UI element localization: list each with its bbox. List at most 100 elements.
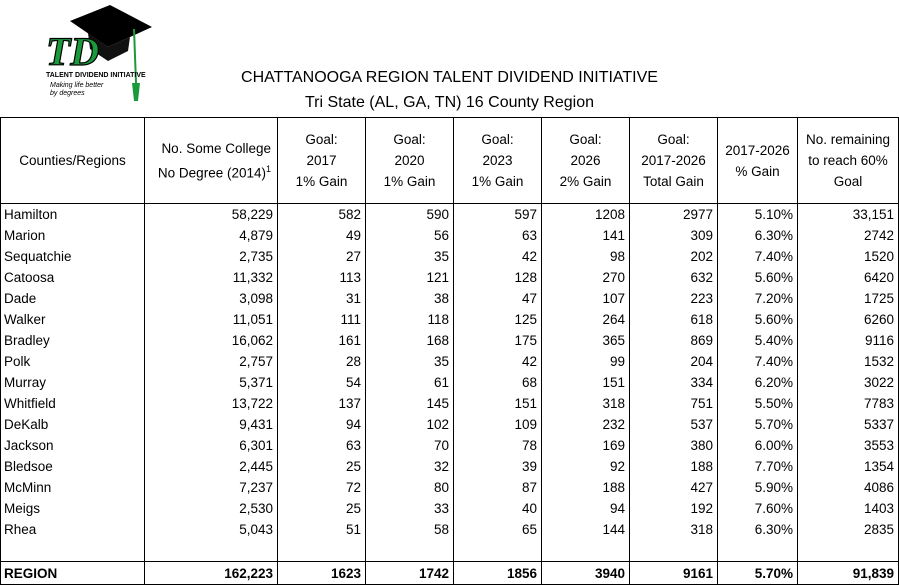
total-goal-2020: 1742 — [365, 561, 454, 585]
cell-pct-gain: 5.40% — [717, 330, 798, 351]
table-row: Dade 3,098 31 38 47 107 223 7.20% 1725 — [0, 288, 899, 309]
cell-goal-2023: 40 — [453, 498, 542, 519]
cell-county: DeKalb — [0, 414, 145, 435]
cell-some-college: 2,445 — [144, 456, 278, 477]
cell-county: Sequatchie — [0, 246, 145, 267]
cell-goal-2020: 33 — [365, 498, 454, 519]
cell-goal-2017: 27 — [277, 246, 366, 267]
total-pct-gain: 5.70% — [717, 561, 798, 585]
cell-some-college: 3,098 — [144, 288, 278, 309]
cell-goal-2017: 161 — [277, 330, 366, 351]
cell-county: Polk — [0, 351, 145, 372]
cell-goal-2017: 25 — [277, 498, 366, 519]
cell-total-gain: 632 — [629, 267, 718, 288]
cell-goal-2020: 118 — [365, 309, 454, 330]
cell-total-gain: 192 — [629, 498, 718, 519]
cell-pct-gain: 5.70% — [717, 414, 798, 435]
table-row: Rhea 5,043 51 58 65 144 318 6.30% 2835 — [0, 519, 899, 540]
cell-remaining: 9116 — [797, 330, 899, 351]
cell-goal-2026: 188 — [541, 477, 630, 498]
cell-some-college: 7,237 — [144, 477, 278, 498]
cell-total-gain: 537 — [629, 414, 718, 435]
spacer-cell — [144, 540, 278, 562]
cell-goal-2017: 72 — [277, 477, 366, 498]
cell-goal-2017: 582 — [277, 203, 366, 225]
cell-goal-2020: 168 — [365, 330, 454, 351]
cell-goal-2017: 25 — [277, 456, 366, 477]
cell-county: Bradley — [0, 330, 145, 351]
cell-pct-gain: 7.20% — [717, 288, 798, 309]
graduation-cap-icon: TD TALENT DIVIDEND INITIATIVE Making lif… — [45, 5, 152, 101]
table-row: Polk 2,757 28 35 42 99 204 7.40% 1532 — [0, 351, 899, 372]
cell-total-gain: 334 — [629, 372, 718, 393]
cell-some-college: 2,735 — [144, 246, 278, 267]
cell-remaining: 1520 — [797, 246, 899, 267]
cell-goal-2023: 42 — [453, 351, 542, 372]
cell-total-gain: 318 — [629, 519, 718, 540]
cell-some-college: 2,757 — [144, 351, 278, 372]
cell-pct-gain: 5.90% — [717, 477, 798, 498]
cell-remaining: 33,151 — [797, 203, 899, 225]
cell-county: McMinn — [0, 477, 145, 498]
cell-total-gain: 202 — [629, 246, 718, 267]
cell-pct-gain: 5.60% — [717, 267, 798, 288]
cell-goal-2023: 68 — [453, 372, 542, 393]
cell-goal-2026: 270 — [541, 267, 630, 288]
cell-remaining: 3022 — [797, 372, 899, 393]
cell-goal-2017: 111 — [277, 309, 366, 330]
cell-goal-2023: 63 — [453, 225, 542, 246]
table-row: Marion 4,879 49 56 63 141 309 6.30% 2742 — [0, 225, 899, 246]
spacer-cell — [277, 540, 366, 562]
cell-county: Whitfield — [0, 393, 145, 414]
total-row: REGION 162,223 1623 1742 1856 3940 9161 5.70% 91… — [0, 561, 899, 585]
page-title: CHATTANOOGA REGION TALENT DIVIDEND INITI… — [241, 69, 658, 86]
logo-tagline-line1: Making life better — [50, 82, 104, 89]
cell-pct-gain: 6.00% — [717, 435, 798, 456]
cell-some-college: 11,051 — [144, 309, 278, 330]
cell-remaining: 1725 — [797, 288, 899, 309]
cell-remaining: 6260 — [797, 309, 899, 330]
table-row: Hamilton 58,229 582 590 597 1208 2977 5.10% 33,1… — [0, 203, 899, 225]
logo-tagline-line2: by degrees — [50, 90, 85, 97]
cell-goal-2017: 94 — [277, 414, 366, 435]
cell-goal-2017: 63 — [277, 435, 366, 456]
cell-remaining: 2835 — [797, 519, 899, 540]
cell-goal-2023: 42 — [453, 246, 542, 267]
cell-remaining: 1354 — [797, 456, 899, 477]
table-row: Bradley 16,062 161 168 175 365 869 5.40% 9116 — [0, 330, 899, 351]
footnote-marker: 1 — [265, 163, 271, 174]
total-some-college: 162,223 — [144, 561, 278, 585]
cell-pct-gain: 6.30% — [717, 225, 798, 246]
col-header-pct-gain: 2017-2026% Gain — [717, 117, 798, 204]
col-header-goal-2017: Goal: 2017 1% Gain — [277, 117, 366, 204]
logo-org-name: TALENT DIVIDEND INITIATIVE — [46, 72, 146, 79]
spacer-cell — [541, 540, 630, 562]
cell-total-gain: 427 — [629, 477, 718, 498]
page-subtitle: Tri State (AL, GA, TN) 16 County Region — [304, 94, 594, 111]
cell-pct-gain: 6.30% — [717, 519, 798, 540]
cell-goal-2017: 28 — [277, 351, 366, 372]
cell-goal-2020: 145 — [365, 393, 454, 414]
cell-goal-2026: 144 — [541, 519, 630, 540]
cell-goal-2026: 318 — [541, 393, 630, 414]
total-total-gain: 9161 — [629, 561, 718, 585]
cell-county: Rhea — [0, 519, 145, 540]
cell-goal-2020: 61 — [365, 372, 454, 393]
cell-goal-2020: 58 — [365, 519, 454, 540]
logo-letters: TD — [46, 29, 99, 74]
spacer-cell — [797, 540, 899, 562]
cell-goal-2020: 80 — [365, 477, 454, 498]
cell-goal-2026: 232 — [541, 414, 630, 435]
cell-some-college: 2,530 — [144, 498, 278, 519]
cell-remaining: 1532 — [797, 351, 899, 372]
cell-county: Jackson — [0, 435, 145, 456]
cell-goal-2023: 39 — [453, 456, 542, 477]
cell-county: Murray — [0, 372, 145, 393]
cell-total-gain: 204 — [629, 351, 718, 372]
cell-goal-2017: 31 — [277, 288, 366, 309]
cell-remaining: 3553 — [797, 435, 899, 456]
cell-goal-2023: 87 — [453, 477, 542, 498]
cell-county: Hamilton — [0, 203, 145, 225]
cell-goal-2023: 151 — [453, 393, 542, 414]
header-row: Counties/Regions No. Some College No Degr… — [0, 117, 899, 204]
